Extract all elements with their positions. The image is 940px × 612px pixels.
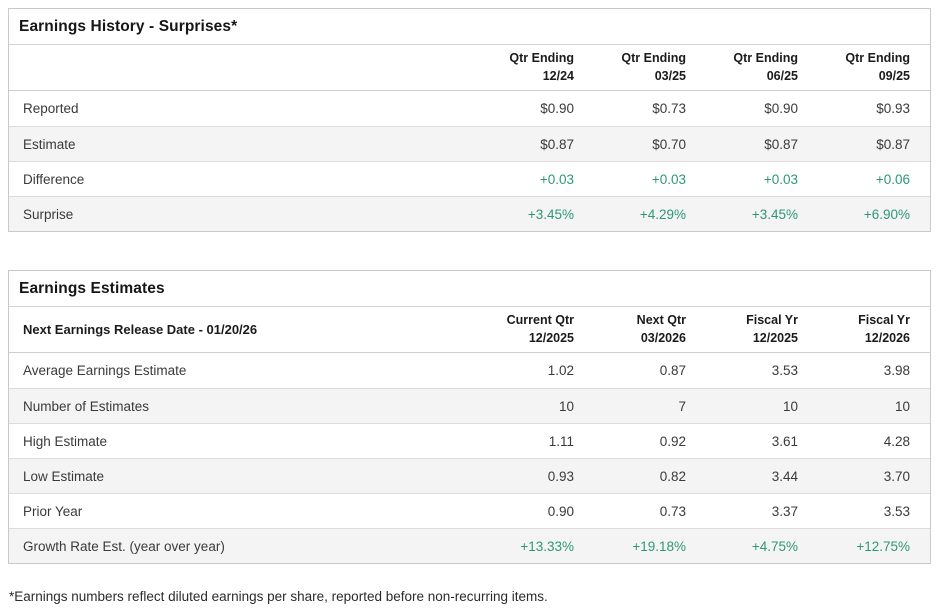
row-label: Growth Rate Est. (year over year) [23,538,225,554]
cell-value: 0.82 [659,468,686,484]
column-header-period: Next Qtr [636,313,686,327]
column-header: Qtr Ending 09/25 [798,50,910,85]
cell-value: 0.90 [547,503,574,519]
column-header-date: 03/2026 [640,330,686,345]
column-header-date: 03/25 [654,68,686,83]
cell-value: 10 [782,398,798,414]
row-label: Average Earnings Estimate [23,363,187,378]
cell-value: 10 [894,398,910,414]
cell-value: $0.93 [876,101,910,116]
column-header-period: Qtr Ending [845,51,910,65]
cell-value: $0.70 [652,136,686,152]
column-header: Next Qtr 03/2026 [574,312,686,347]
earnings-history-card: Earnings History - Surprises* Qtr Ending… [8,8,931,232]
cell-value: 1.11 [548,433,574,449]
cell-value: +13.33% [520,538,574,554]
cell-value: $0.73 [652,101,686,116]
table-row: Average Earnings Estimate 1.02 0.87 3.53 3.9… [9,353,930,388]
header-row-label: Next Earnings Release Date - 01/20/26 [23,322,258,337]
cell-value: 4.28 [883,433,910,449]
column-header-period: Qtr Ending [733,51,798,65]
row-label: Difference [23,171,85,187]
column-header: Fiscal Yr 12/2025 [686,312,798,347]
table-header-row: Next Earnings Release Date - 01/20/26 Cur… [9,307,930,353]
column-header-date: 12/24 [542,68,574,83]
cell-value: 0.93 [547,468,574,484]
cell-value: 0.92 [659,433,686,449]
cell-value: $0.90 [540,101,574,116]
row-label: Prior Year [23,503,83,519]
earnings-footnote: *Earnings numbers reflect diluted earnin… [9,589,548,604]
cell-value: 3.44 [771,468,798,484]
table-row: Surprise +3.45% +4.29% +3.45% +6.90% [9,196,930,231]
row-label: High Estimate [23,433,108,449]
row-label: Estimate [23,136,76,152]
column-header-date: 12/2025 [528,330,574,345]
column-header: Current Qtr 12/2025 [462,312,574,347]
table-body: Reported $0.90 $0.73 $0.90 $0.93 Estimate $0.8… [9,91,930,231]
cell-value: 10 [558,398,574,414]
cell-value: $0.90 [764,101,798,116]
cell-value: 3.53 [771,363,798,378]
column-header: Qtr Ending 12/24 [462,50,574,85]
table-row: Difference +0.03 +0.03 +0.03 +0.06 [9,161,930,196]
column-header-date: 09/25 [878,68,910,83]
table-row: High Estimate 1.11 0.92 3.61 4.28 [9,423,930,458]
table-row: Number of Estimates 10 7 10 10 [9,388,930,423]
table-header-row: Qtr Ending 12/24 Qtr Ending 03/25 Qtr Ending… [9,45,930,91]
cell-value: $0.87 [764,136,798,152]
column-header-period: Qtr Ending [621,51,686,65]
column-header-period: Qtr Ending [509,51,574,65]
cell-value: +19.18% [632,538,686,554]
column-header: Fiscal Yr 12/2026 [798,312,910,347]
column-header-date: 12/2026 [864,330,910,345]
cell-value: 3.37 [771,503,798,519]
table-body: Average Earnings Estimate 1.02 0.87 3.53 3.9… [9,353,930,563]
row-label: Surprise [23,206,74,222]
cell-value: +0.03 [651,171,686,187]
cell-value: 3.70 [883,468,910,484]
table-row: Reported $0.90 $0.73 $0.90 $0.93 [9,91,930,126]
column-header-date: 06/25 [766,68,798,83]
earnings-estimates-card: Earnings Estimates Next Earnings Release… [8,270,931,564]
earnings-history-title: Earnings History - Surprises* [9,9,930,45]
cell-value: +0.03 [763,171,798,187]
cell-value: +6.90% [863,206,910,222]
cell-value: 3.98 [883,363,910,378]
column-header-period: Fiscal Yr [746,313,798,327]
cell-value: +3.45% [527,206,574,222]
cell-value: 3.53 [883,503,910,519]
column-header-date: 12/2025 [752,330,798,345]
earnings-estimates-title: Earnings Estimates [9,271,930,307]
row-label: Low Estimate [23,468,105,484]
column-header: Qtr Ending 06/25 [686,50,798,85]
cell-value: 0.87 [659,363,686,378]
cell-value: +4.75% [751,538,798,554]
cell-value: 7 [678,398,686,414]
table-row: Prior Year 0.90 0.73 3.37 3.53 [9,493,930,528]
cell-value: +12.75% [856,538,910,554]
cell-value: +4.29% [639,206,686,222]
cell-value: 0.73 [659,503,686,519]
cell-value: 1.02 [547,363,574,378]
table-row: Estimate $0.87 $0.70 $0.87 $0.87 [9,126,930,161]
row-label: Reported [23,101,79,116]
cell-value: $0.87 [876,136,910,152]
cell-value: 3.61 [771,433,798,449]
table-row: Growth Rate Est. (year over year) +13.33%… [9,528,930,563]
column-header: Qtr Ending 03/25 [574,50,686,85]
cell-value: $0.87 [540,136,574,152]
table-row: Low Estimate 0.93 0.82 3.44 3.70 [9,458,930,493]
cell-value: +0.06 [875,171,910,187]
cell-value: +3.45% [751,206,798,222]
column-header-period: Fiscal Yr [858,313,910,327]
cell-value: +0.03 [539,171,574,187]
column-header-period: Current Qtr [506,313,574,327]
row-label: Number of Estimates [23,398,150,414]
